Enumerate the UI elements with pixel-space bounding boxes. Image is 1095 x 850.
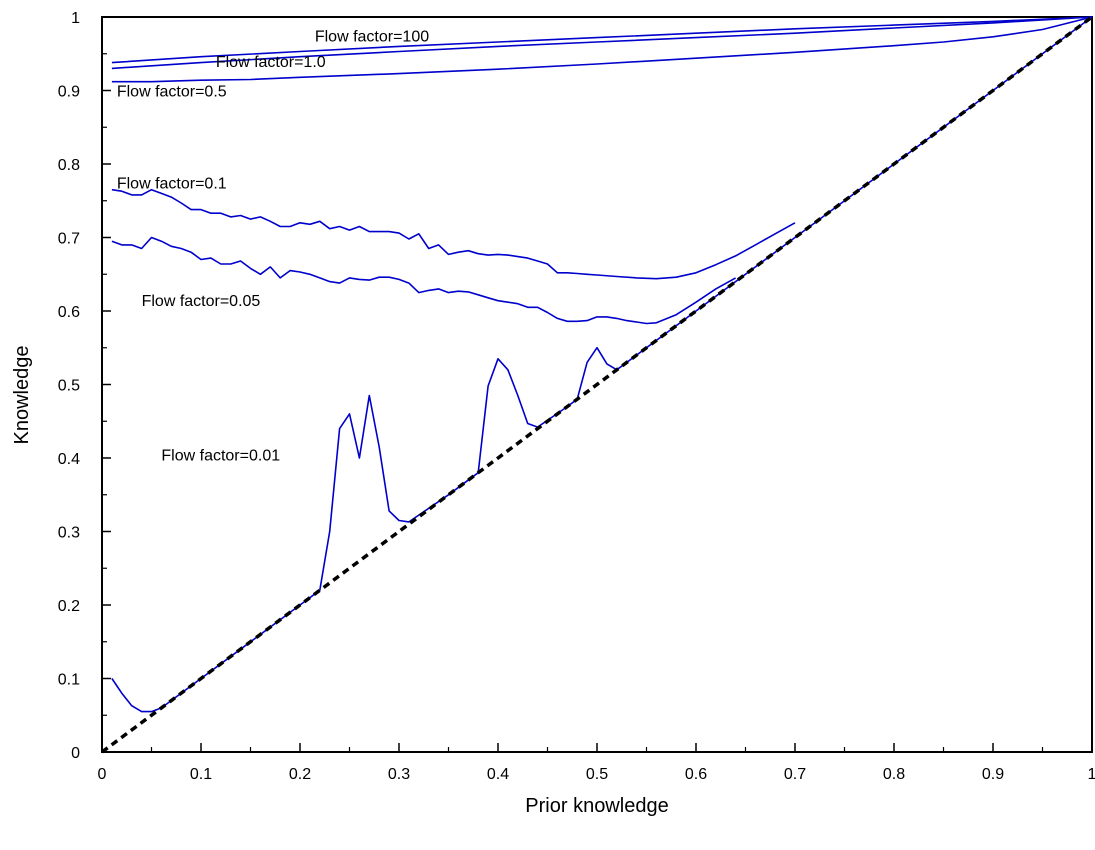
x-tick-label: 0.2 <box>289 766 311 783</box>
y-tick-label: 0.9 <box>58 84 80 101</box>
series-lines <box>100 15 1094 754</box>
series-label-1: Flow factor=1.0 <box>216 54 326 71</box>
x-tick-label: 0.9 <box>982 766 1004 783</box>
series-labels: Flow factor=100 Flow factor=1.0 Flow facto… <box>117 28 429 464</box>
y-tick-label: 0.6 <box>58 304 80 321</box>
x-tick-label: 0.7 <box>784 766 806 783</box>
y-tick-label: 0.3 <box>58 525 80 542</box>
x-tick-label: 0.6 <box>685 766 707 783</box>
x-axis-title: Prior knowledge <box>525 795 668 817</box>
y-tick-label: 1 <box>71 10 80 27</box>
identity-reference-line <box>100 15 1094 754</box>
series-line-4 <box>111 236 736 325</box>
series-line-0 <box>111 16 1093 64</box>
x-tick-label: 0.4 <box>487 766 509 783</box>
x-tick-label: 0.3 <box>388 766 410 783</box>
series-label-0: Flow factor=100 <box>315 28 429 45</box>
y-tick-label: 0.7 <box>58 231 80 248</box>
y-tick-label: 0.1 <box>58 672 80 689</box>
series-line-2 <box>111 16 1093 83</box>
series-label-5: Flow factor=0.01 <box>161 447 280 464</box>
x-tick-label: 0.1 <box>190 766 212 783</box>
series-line-5 <box>111 16 1093 713</box>
series-line-1 <box>111 16 1093 70</box>
y-tick-label: 0.2 <box>58 598 80 615</box>
y-axis-title: Knowledge <box>11 346 33 445</box>
y-tick-label: 0.8 <box>58 157 80 174</box>
y-tick-label: 0 <box>71 745 80 762</box>
series-label-4: Flow factor=0.05 <box>142 293 261 310</box>
x-tick-label: 0 <box>98 766 107 783</box>
series-line-3 <box>111 188 796 280</box>
series-label-3: Flow factor=0.1 <box>117 175 227 192</box>
x-tick-label: 1 <box>1088 766 1095 783</box>
y-tick-label: 0.5 <box>58 378 80 395</box>
x-tick-label: 0.5 <box>586 766 608 783</box>
y-tick-label: 0.4 <box>58 451 80 468</box>
series-label-2: Flow factor=0.5 <box>117 84 227 101</box>
x-tick-label: 0.8 <box>883 766 905 783</box>
axis-ticks: 0 0.1 0.2 0.3 0.4 0.5 0.6 0.7 0.8 0.9 1 0 0.1 0.2 0.3 0… <box>58 10 1095 783</box>
